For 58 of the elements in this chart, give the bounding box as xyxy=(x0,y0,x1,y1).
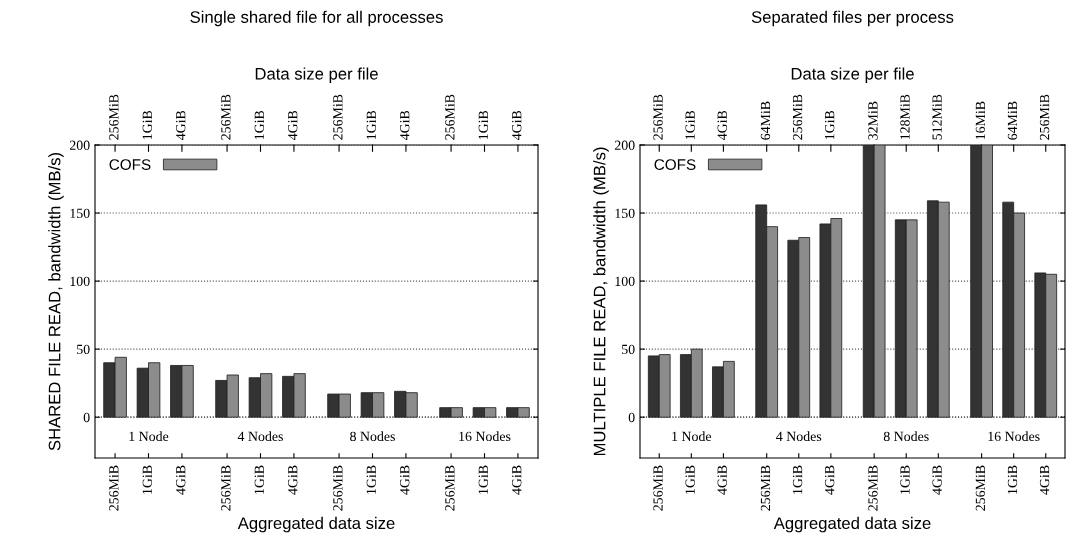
x-tick-label: 256MiB xyxy=(868,465,878,511)
y-tick-label: 200 xyxy=(614,140,635,150)
y-tick-label: 150 xyxy=(615,208,635,218)
x-tick-label: 256MiB xyxy=(653,465,663,511)
x-tick-label: 4GiB xyxy=(1039,465,1050,495)
x-tick-label: 1GiB xyxy=(792,465,803,494)
y-tick-label: 0 xyxy=(628,412,635,423)
x-tick-label: 256MiB xyxy=(975,465,986,511)
x-axis-title: Aggregated data size xyxy=(237,516,395,533)
x-tick-label: 4GiB xyxy=(717,465,727,495)
legend-label: COFS xyxy=(109,159,151,170)
x-tick-label: 4GiB xyxy=(824,465,835,495)
annotation: 1 Node xyxy=(672,431,712,442)
x-tick-label: 1GiB xyxy=(1007,465,1018,494)
annotation: 1 Node xyxy=(129,431,169,442)
y-tick-label: 150 xyxy=(70,208,90,218)
y-tick-label: 50 xyxy=(77,344,90,355)
y-tick-label: 200 xyxy=(69,140,90,150)
text: 512MiB xyxy=(932,94,942,140)
y-tick-label: 50 xyxy=(622,344,635,355)
x-tick-label: 256MiB xyxy=(333,94,343,140)
y-tick-label: 100 xyxy=(615,276,635,287)
chart-title: Separated files per process xyxy=(751,10,954,27)
x-tick-label: 256MiB xyxy=(109,94,119,140)
x-tick-label: 1GiB xyxy=(685,465,695,494)
x2-axis-title: Data size per file xyxy=(791,67,914,83)
x-tick-label: 256MiB xyxy=(445,94,455,140)
x-tick-label: 1GiB xyxy=(142,110,152,140)
x-tick-label: 4GiB xyxy=(288,110,298,141)
x-tick-label: 1GiB xyxy=(366,110,376,140)
y-tick-label: 100 xyxy=(70,276,90,287)
x-tick-label: 4GiB xyxy=(176,110,186,141)
y-axis-title: MULTIPLE FILE READ, bandwidth (MB/s) xyxy=(593,147,609,456)
x-tick-label: 256MiB xyxy=(760,465,771,511)
x-tick-label: 1GiB xyxy=(254,110,264,140)
annotation: 16 Nodes xyxy=(459,431,511,442)
annotation: 8 Nodes xyxy=(350,431,395,442)
annotation: 16 Nodes xyxy=(988,431,1040,442)
x-tick-label: 4GiB xyxy=(932,465,942,495)
text: 64MiB xyxy=(760,101,771,140)
chart-title: Single shared file for all processes xyxy=(190,10,443,27)
text: 128MiB xyxy=(900,94,910,140)
annotation: 4 Nodes xyxy=(237,431,283,442)
text: 64MiB xyxy=(1007,101,1018,140)
legend-label: COFS xyxy=(654,159,696,170)
x-tick-label: 256MiB xyxy=(221,94,231,140)
y-tick-label: 0 xyxy=(83,412,90,423)
annotation: 4 Nodes xyxy=(776,431,822,442)
text: 32MiB xyxy=(868,101,878,140)
y-axis-title: SHARED FILE READ, bandwidth (MB/s) xyxy=(48,152,64,451)
x-tick-label: 1GiB xyxy=(900,465,910,494)
x-axis-title: Aggregated data size xyxy=(773,516,931,533)
x-tick-label: 4GiB xyxy=(400,110,410,141)
annotation: 8 Nodes xyxy=(883,431,929,442)
x-tick-label: 4GiB xyxy=(512,110,522,141)
x2-axis-title: Data size per file xyxy=(255,67,378,83)
x-tick-label: 1GiB xyxy=(478,110,488,140)
text: 16MiB xyxy=(975,101,986,140)
